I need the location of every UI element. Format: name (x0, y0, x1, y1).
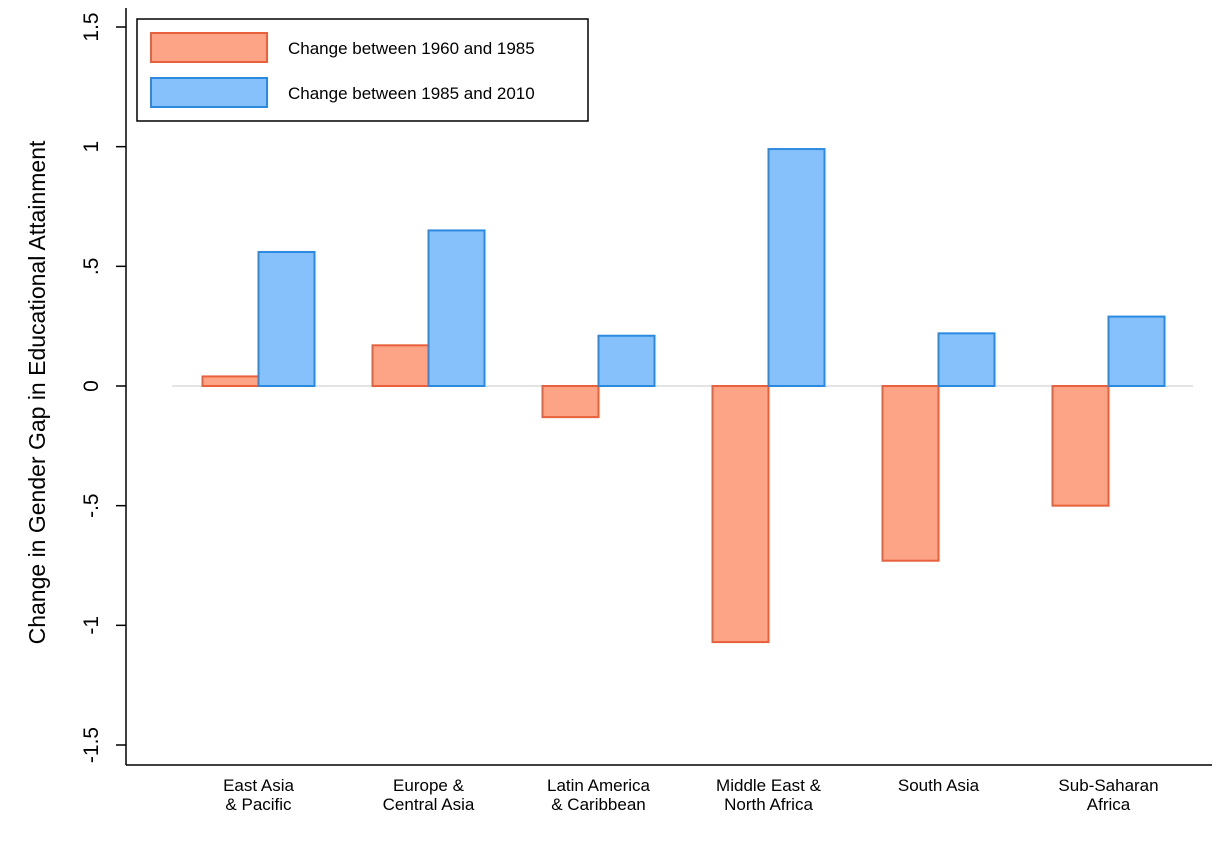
bar-series2-cat3 (597, 334, 656, 387)
bar-series1-cat6 (1051, 385, 1110, 507)
y-tick-label: -1.5 (80, 727, 103, 763)
x-tick-label: Europe & (393, 776, 465, 795)
legend-label: Change between 1985 and 2010 (288, 84, 535, 103)
x-tick-label: Africa (1087, 795, 1131, 814)
bar-series2-cat1 (257, 250, 316, 387)
y-axis-title: Change in Gender Gap in Educational Atta… (24, 140, 50, 644)
legend: Change between 1960 and 1985 Change betwe… (136, 18, 589, 122)
bar-series1-cat2 (371, 344, 430, 387)
y-tick-label: -1 (80, 616, 103, 635)
y-tick-label: -.5 (80, 493, 103, 518)
x-tick-label: & Pacific (225, 795, 292, 814)
bar-series1-cat5 (881, 385, 940, 562)
bar-series2-cat2 (427, 229, 486, 387)
legend-swatch (150, 32, 268, 63)
x-tick-label: Middle East & (716, 776, 822, 795)
x-tick-label: South Asia (898, 776, 980, 795)
x-axis (126, 385, 1212, 766)
bar-series2-cat5 (937, 332, 996, 388)
y-tick-label: .5 (80, 258, 103, 276)
y-tick-label: 0 (80, 380, 103, 392)
y-tick-label: 1.5 (80, 12, 103, 41)
bar-series1-cat3 (541, 385, 600, 419)
bars (201, 148, 1166, 644)
bar-series2-cat4 (767, 148, 826, 387)
y-axis: -1.5 -1 -.5 0 .5 1 1.5 (80, 8, 127, 765)
bar-series2-cat6 (1107, 315, 1166, 387)
y-tick-label: 1 (80, 141, 103, 153)
x-tick-label: & Caribbean (551, 795, 646, 814)
x-tick-label: North Africa (724, 795, 813, 814)
legend-swatch (150, 77, 268, 108)
legend-label: Change between 1960 and 1985 (288, 39, 535, 58)
x-tick-label: East Asia (223, 776, 294, 795)
x-tick-label: Central Asia (383, 795, 475, 814)
x-tick-label: Latin America (547, 776, 651, 795)
x-tick-label: Sub-Saharan (1058, 776, 1158, 795)
category-labels: East Asia& Pacific Europe &Central Asia La… (223, 776, 1159, 814)
bar-series1-cat1 (201, 375, 260, 387)
bar-series1-cat4 (711, 385, 770, 644)
